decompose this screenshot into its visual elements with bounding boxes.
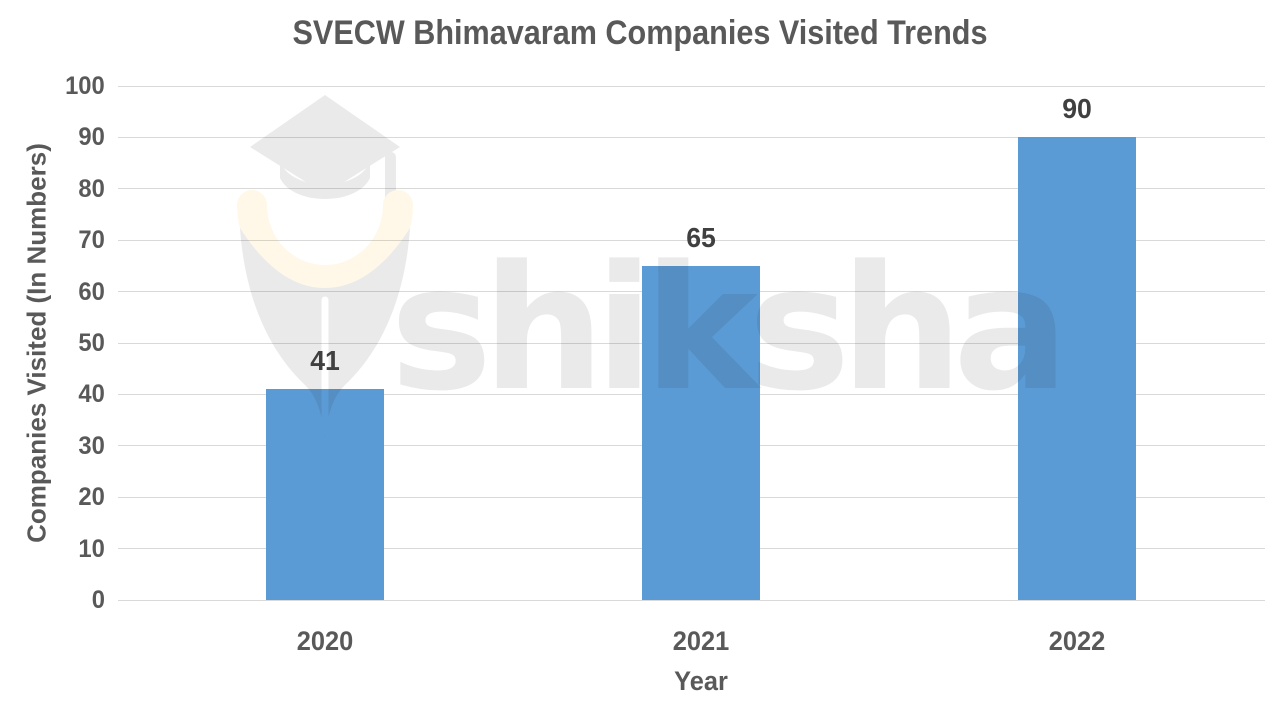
x-tick-label-2022: 2022 bbox=[1048, 626, 1106, 656]
gridline-y90 bbox=[118, 136, 1265, 138]
y-axis-title: Companies Visited (In Numbers) bbox=[21, 143, 52, 543]
x-tick-label-2021: 2021 bbox=[672, 626, 730, 656]
y-tick-label: 60 bbox=[78, 277, 105, 306]
x-axis-title: Year bbox=[674, 666, 728, 696]
bar-2020 bbox=[266, 389, 384, 600]
value-label-2021: 65 bbox=[686, 221, 716, 253]
gridline-y100 bbox=[118, 85, 1265, 87]
chart-title: SVECW Bhimavaram Companies Visited Trend… bbox=[292, 14, 988, 52]
gridline-y80 bbox=[118, 188, 1265, 190]
bar-2021 bbox=[642, 265, 760, 600]
y-tick-label: 70 bbox=[78, 226, 105, 255]
y-tick-label: 30 bbox=[78, 431, 105, 460]
value-label-2022: 90 bbox=[1062, 93, 1092, 125]
y-tick-label: 40 bbox=[78, 380, 105, 409]
y-tick-label: 0 bbox=[91, 586, 105, 614]
y-tick-label: 20 bbox=[78, 483, 105, 512]
y-tick-label: 50 bbox=[78, 329, 105, 357]
y-tick-label: 80 bbox=[78, 174, 105, 203]
y-tick-label: 90 bbox=[78, 123, 105, 152]
gridline-y0 bbox=[118, 599, 1265, 601]
bar-2022 bbox=[1018, 137, 1136, 600]
value-label-2020: 41 bbox=[310, 345, 340, 377]
gridline-y70 bbox=[118, 239, 1265, 241]
y-tick-label: 10 bbox=[78, 534, 105, 563]
x-tick-label-2020: 2020 bbox=[296, 626, 354, 656]
y-tick-label: 100 bbox=[65, 72, 105, 100]
